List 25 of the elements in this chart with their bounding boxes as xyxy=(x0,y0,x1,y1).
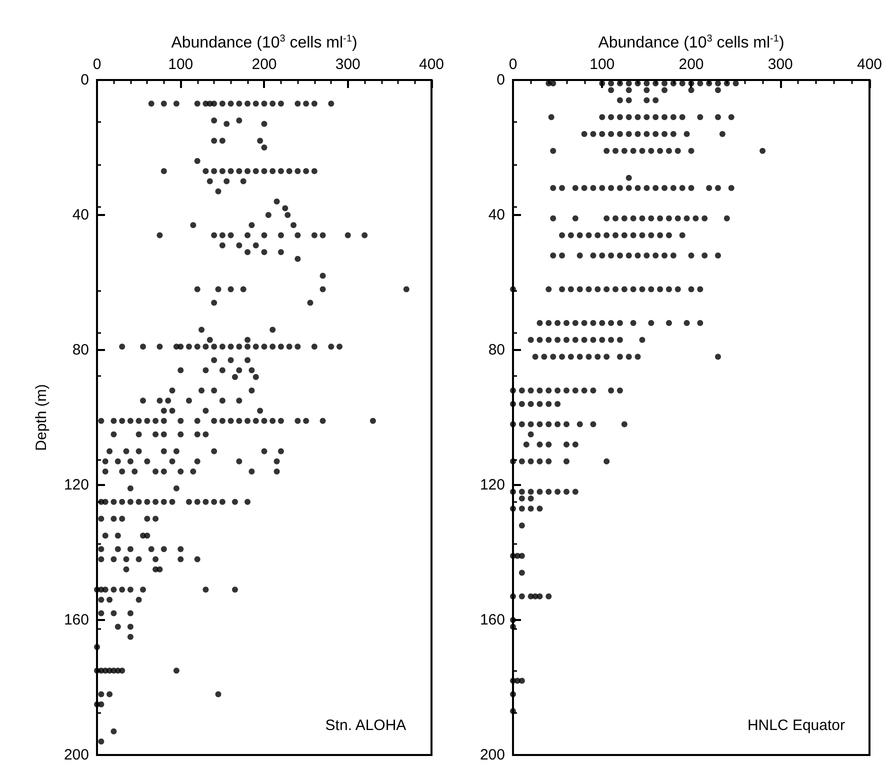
y-tick-label: 120 xyxy=(64,476,89,494)
y-tick-label: 80 xyxy=(488,342,505,358)
y-axis-title: Depth (m) xyxy=(33,384,50,451)
x-tick-label: 300 xyxy=(335,56,360,73)
y-tick-label: 0 xyxy=(80,72,89,88)
x-tick-label: 400 xyxy=(418,56,444,73)
y-tick-label: 80 xyxy=(72,342,89,358)
y-tick-label: 200 xyxy=(480,746,505,764)
y-tick-label: 160 xyxy=(480,612,505,628)
annotation: HNLC Equator xyxy=(747,717,846,734)
x-tick-label: 200 xyxy=(678,56,704,73)
x-tick-label: 100 xyxy=(590,56,615,73)
annotation: Stn. ALOHA xyxy=(325,717,406,734)
x-tick-label: 0 xyxy=(508,56,518,73)
y-tick-label: 120 xyxy=(480,476,505,494)
y-tick-label: 40 xyxy=(488,206,505,224)
y-tick-label: 40 xyxy=(72,206,89,224)
x-tick-label: 200 xyxy=(252,56,277,73)
y-tick-label: 160 xyxy=(64,612,89,628)
y-tick-label: 200 xyxy=(64,746,89,764)
x-tick-label: 0 xyxy=(92,56,102,73)
x-tick-label: 100 xyxy=(168,56,194,73)
y-tick-label: 0 xyxy=(496,72,505,88)
x-tick-label: 300 xyxy=(768,56,793,73)
x-tick-label: 400 xyxy=(856,56,882,73)
